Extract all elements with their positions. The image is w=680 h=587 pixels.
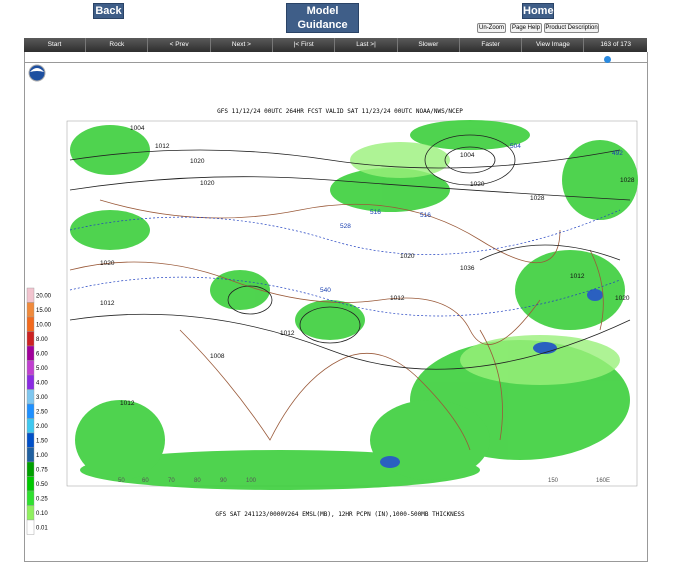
contour-label: 1012 bbox=[390, 295, 405, 302]
legend-label: 0.10 bbox=[36, 511, 48, 517]
legend-swatch bbox=[26, 302, 35, 318]
contour-label: 1020 bbox=[100, 260, 115, 267]
legend-label: 0.75 bbox=[36, 467, 48, 473]
legend-swatch bbox=[26, 331, 35, 347]
contour-label: 528 bbox=[340, 223, 351, 230]
legend-label: 15.00 bbox=[36, 308, 52, 314]
legend-swatch bbox=[26, 360, 35, 376]
back-button[interactable]: Back bbox=[93, 3, 124, 19]
legend-swatch bbox=[26, 505, 35, 521]
frame-slider[interactable] bbox=[24, 56, 647, 63]
longitude-label: 70 bbox=[168, 478, 175, 484]
legend-label: 3.00 bbox=[36, 395, 48, 401]
toolbar-button[interactable]: |< First bbox=[273, 38, 336, 52]
legend-swatch bbox=[26, 403, 35, 419]
longitude-label: 60 bbox=[142, 478, 149, 484]
contour-label: 1012 bbox=[155, 143, 170, 150]
toolbar-button[interactable]: Slower bbox=[398, 38, 460, 52]
contour-label: 1020 bbox=[200, 180, 215, 187]
legend-swatch bbox=[26, 316, 35, 332]
toolbar-button[interactable]: Start bbox=[24, 38, 86, 52]
contour-label: 1020 bbox=[470, 181, 485, 188]
slider-handle[interactable] bbox=[604, 56, 611, 63]
legend-swatch bbox=[26, 447, 35, 463]
legend-swatch bbox=[26, 389, 35, 405]
legend-label: 6.00 bbox=[36, 351, 48, 357]
toolbar-button[interactable]: View Image bbox=[522, 38, 585, 52]
legend-swatch bbox=[26, 461, 35, 477]
longitude-label: 90 bbox=[220, 478, 227, 484]
contour-label: 1004 bbox=[130, 125, 145, 132]
contour-label: 1028 bbox=[620, 177, 635, 184]
contour-label: 504 bbox=[510, 143, 521, 150]
toolbar-button[interactable]: Next > bbox=[211, 38, 273, 52]
contour-label: 1012 bbox=[100, 300, 115, 307]
thickness bbox=[69, 209, 621, 317]
legend-label: 2.00 bbox=[36, 424, 48, 430]
toolbar-button[interactable]: < Prev bbox=[149, 38, 211, 52]
contour-label: 1012 bbox=[570, 273, 585, 280]
product-description-button[interactable]: Product Description bbox=[544, 23, 599, 33]
contour-label: 1028 bbox=[530, 195, 545, 202]
noaa-logo bbox=[28, 64, 46, 82]
legend-swatch bbox=[26, 374, 35, 390]
borders bbox=[69, 199, 604, 451]
legend-label: 5.00 bbox=[36, 366, 48, 372]
toolbar-button[interactable]: Last >| bbox=[336, 38, 398, 52]
contour-label: 1036 bbox=[460, 265, 475, 272]
contour-label: 1008 bbox=[210, 353, 225, 360]
toolbar-button[interactable]: Faster bbox=[460, 38, 523, 52]
legend-label: 1.50 bbox=[36, 438, 48, 444]
contour-label: 1020 bbox=[190, 158, 205, 165]
legend-swatch bbox=[26, 490, 35, 506]
map-title: GFS 11/12/24 00UTC 264HR FCST VALID SAT … bbox=[217, 108, 463, 115]
legend-swatch bbox=[26, 345, 35, 361]
legend-swatch bbox=[26, 432, 35, 448]
contour-label: 540 bbox=[320, 287, 331, 294]
image-frame bbox=[24, 52, 648, 562]
legend-label: 8.00 bbox=[36, 337, 48, 343]
legend-swatch bbox=[26, 418, 35, 434]
legend-label: 20.00 bbox=[36, 293, 52, 299]
frame-counter: 163 of 173 bbox=[600, 41, 632, 48]
contour-label: 492 bbox=[612, 150, 623, 157]
legend-swatch bbox=[26, 287, 35, 303]
legend-label: 10.00 bbox=[36, 322, 52, 328]
legend-label: 0.25 bbox=[36, 496, 48, 502]
contour-label: 1020 bbox=[615, 295, 630, 302]
light-precip bbox=[350, 142, 620, 385]
legend-label: 1.00 bbox=[36, 453, 48, 459]
contour-label: 1012 bbox=[120, 400, 135, 407]
longitude-label: 100 bbox=[246, 478, 257, 484]
contour-label: 1020 bbox=[400, 253, 415, 260]
legend-label: 4.00 bbox=[36, 380, 48, 386]
home-button[interactable]: Home bbox=[522, 3, 554, 19]
map-caption: GFS SAT 241123/0000V264 EMSL(MB), 12HR P… bbox=[215, 511, 465, 518]
contour-label: 516 bbox=[370, 209, 381, 216]
toolbar: Start Rock < Prev Next > |< First Last >| Slow… bbox=[24, 38, 647, 52]
contour-label: 1004 bbox=[460, 152, 475, 159]
legend-label: 0.50 bbox=[36, 482, 48, 488]
model-guidance-button[interactable]: Model Guidance bbox=[286, 3, 359, 33]
isobars bbox=[69, 134, 631, 370]
legend-swatch bbox=[26, 476, 35, 492]
legend-label: 0.01 bbox=[36, 525, 48, 531]
unzoom-button[interactable]: Un-Zoom bbox=[477, 23, 506, 33]
longitude-label: 160E bbox=[596, 478, 610, 484]
contour-label: 1012 bbox=[280, 330, 295, 337]
contour-label: 516 bbox=[420, 212, 431, 219]
page-help-button[interactable]: Page Help bbox=[510, 23, 542, 33]
legend-swatch bbox=[26, 519, 35, 535]
longitude-label: 50 bbox=[118, 478, 125, 484]
legend-label: 2.50 bbox=[36, 409, 48, 415]
toolbar-button[interactable]: Rock bbox=[86, 38, 149, 52]
longitude-label: 80 bbox=[194, 478, 201, 484]
longitude-label: 150 bbox=[548, 478, 559, 484]
